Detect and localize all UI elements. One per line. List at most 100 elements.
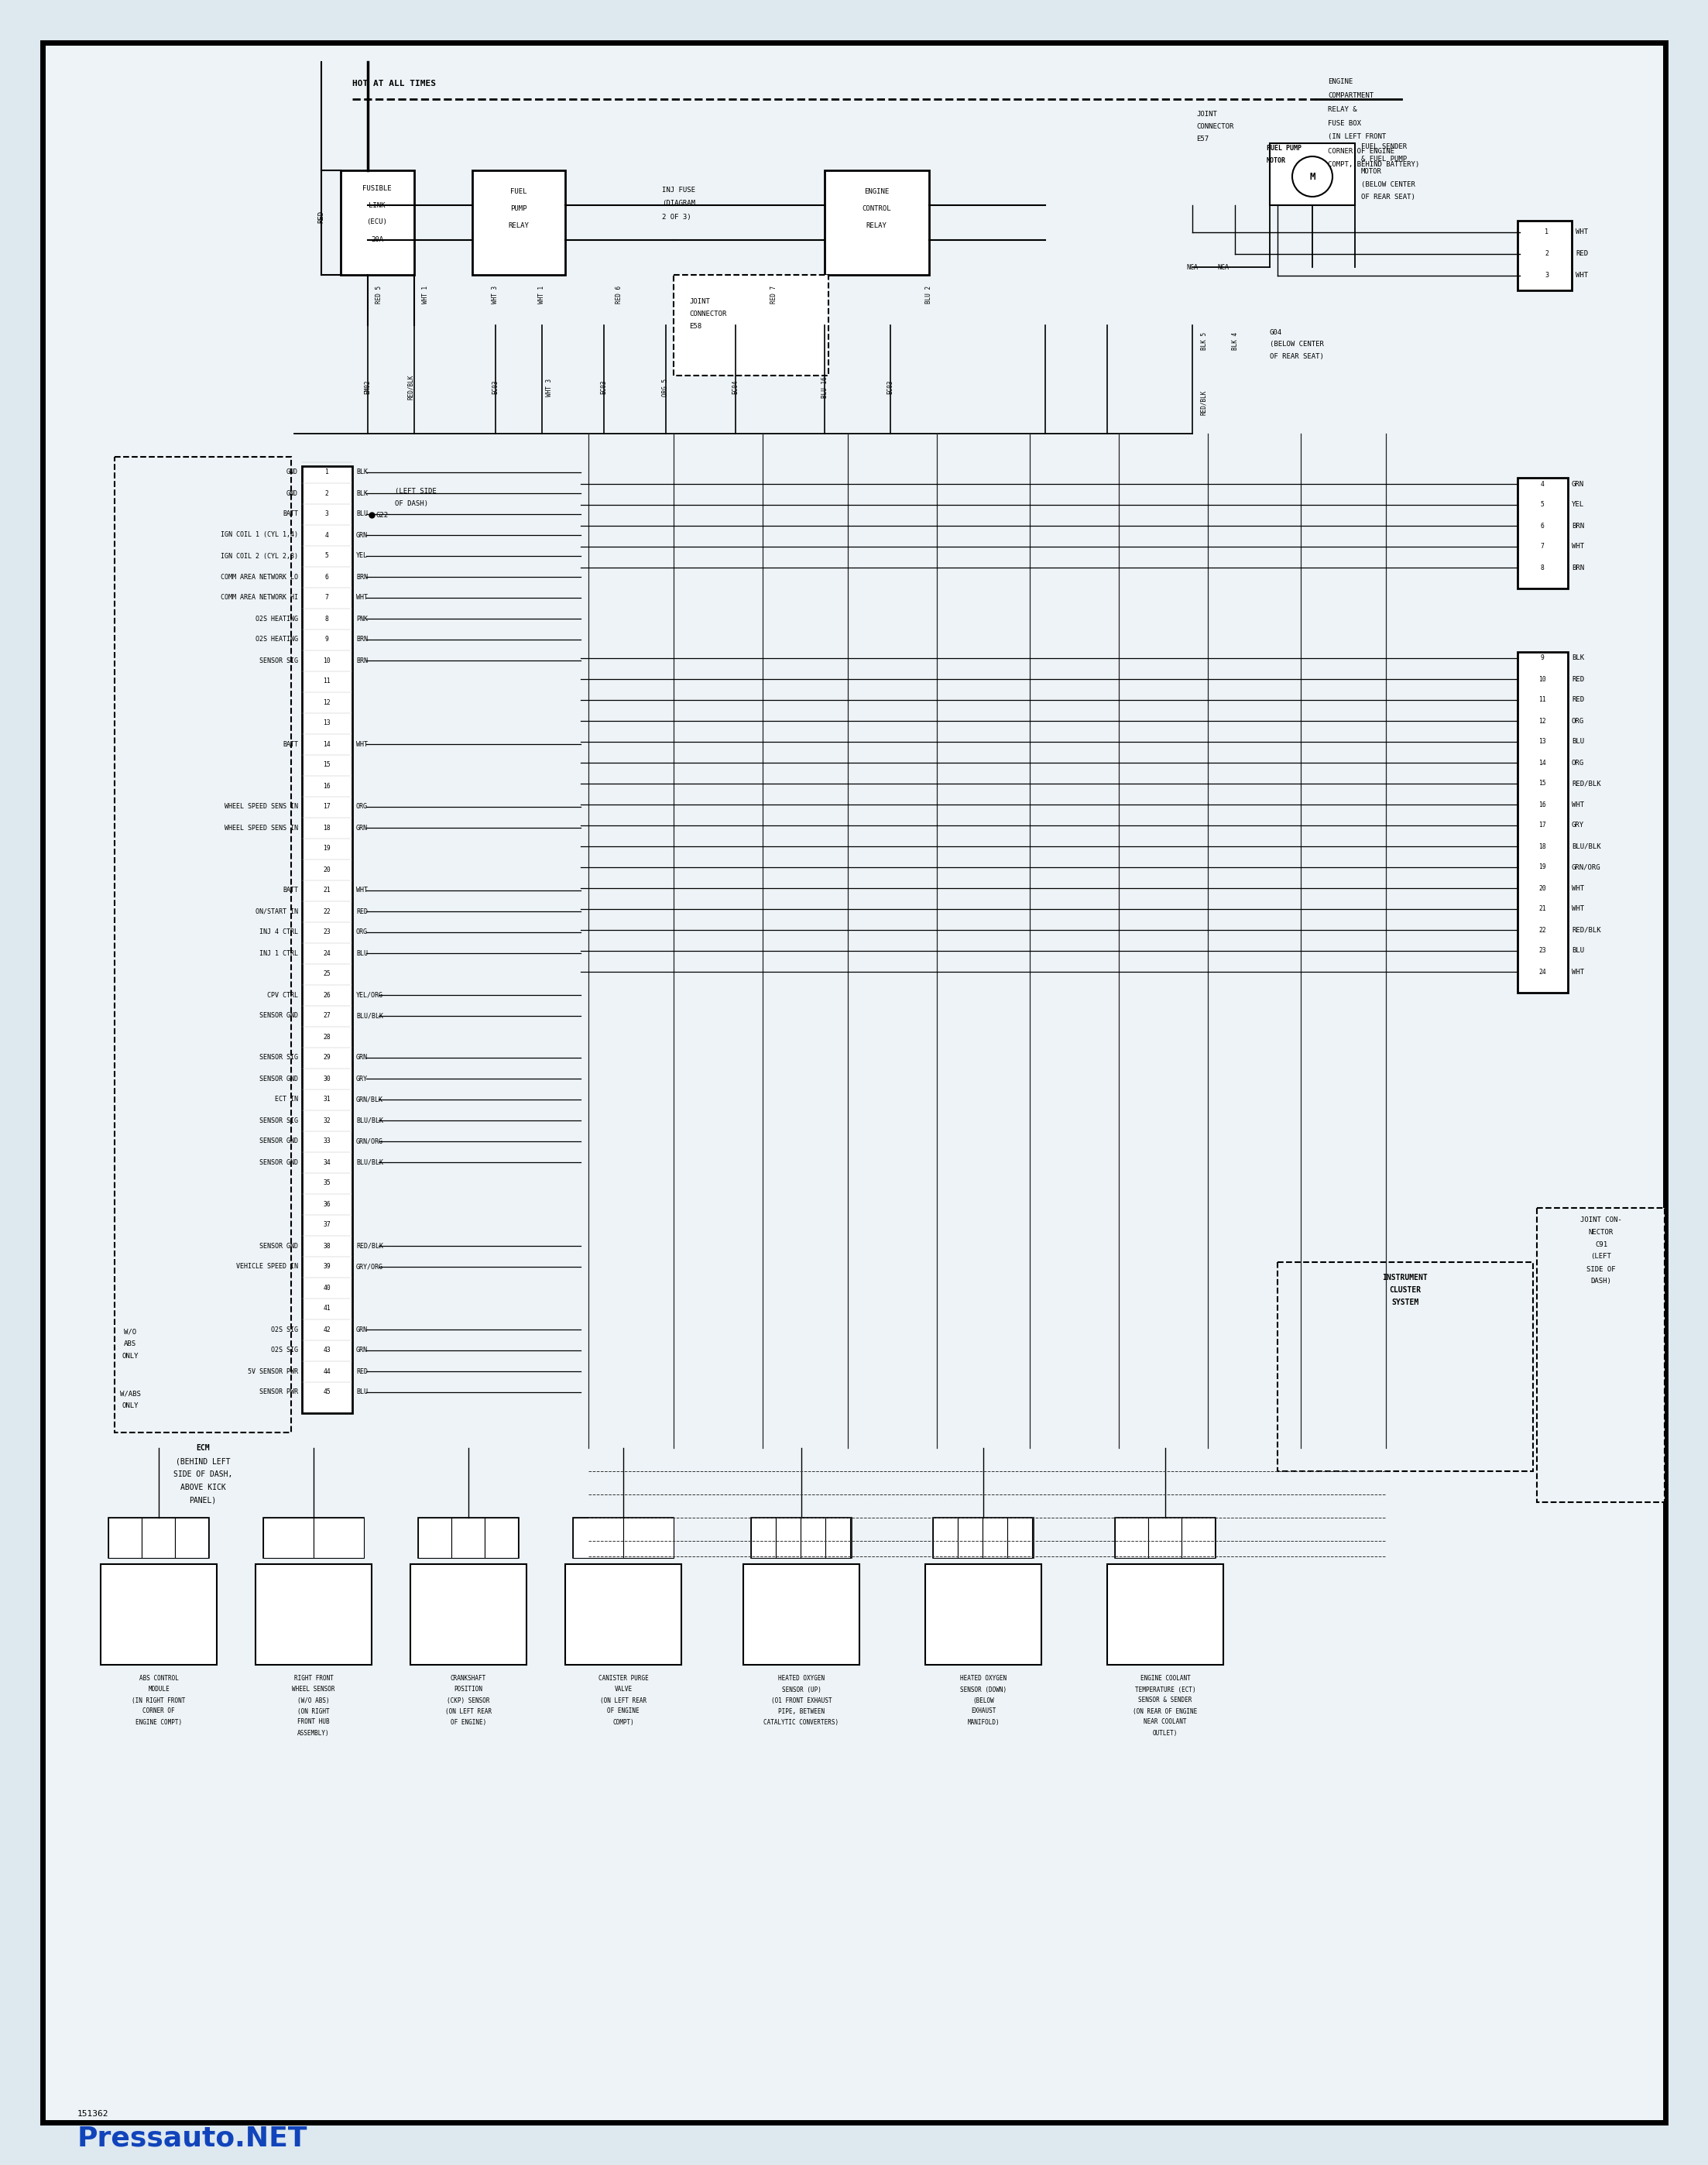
Text: CORNER OF: CORNER OF [142,1708,174,1715]
Text: 20: 20 [1539,885,1546,892]
Text: OF REAR SEAT): OF REAR SEAT) [1269,353,1324,359]
Text: YEL/ORG: YEL/ORG [357,992,383,998]
Text: 14: 14 [1539,760,1546,766]
Text: INJ 1 CTRL: INJ 1 CTRL [260,950,299,957]
Text: NEAR COOLANT: NEAR COOLANT [1144,1719,1187,1726]
Text: RED/BLK: RED/BLK [1201,390,1208,416]
Text: INJ FUSE: INJ FUSE [663,186,695,193]
Text: ORG: ORG [357,929,367,935]
Text: FUEL PUMP: FUEL PUMP [1267,145,1301,152]
Text: CLUSTER: CLUSTER [1389,1286,1421,1295]
Text: 16: 16 [323,782,331,790]
Text: 2: 2 [325,489,328,496]
Text: SIDE OF: SIDE OF [1587,1267,1616,1273]
Bar [1148,1518,1182,1559]
Text: CONTROL: CONTROL [863,206,892,212]
Text: CORNER OF ENGINE: CORNER OF ENGINE [1327,147,1394,154]
Text: 15: 15 [323,762,331,769]
Text: CANISTER PURGE: CANISTER PURGE [598,1676,649,1682]
Text: 21: 21 [323,888,331,894]
Text: 29: 29 [323,1054,331,1061]
Text: Pressauto.NET: Pressauto.NET [77,2126,307,2152]
Text: 38: 38 [323,1243,331,1249]
Text: RELAY: RELAY [509,223,529,229]
Text: BATT: BATT [282,511,299,517]
Text: 151362: 151362 [77,2111,109,2117]
Text: 30: 30 [323,1076,331,1082]
Text: VALVE: VALVE [615,1687,632,1693]
Text: W/O: W/O [125,1329,137,1336]
Text: ASSEMBLY): ASSEMBLY) [297,1730,330,1736]
Text: 39: 39 [323,1264,331,1271]
Text: W/ABS: W/ABS [120,1390,140,1396]
Text: COMPARTMENT: COMPARTMENT [1327,91,1373,100]
Text: RED 7: RED 7 [770,286,777,303]
Text: YEL: YEL [1571,502,1585,509]
Text: NCA: NCA [1218,264,1230,271]
Text: ABS CONTROL: ABS CONTROL [138,1676,178,1682]
Text: 18: 18 [323,825,331,831]
Text: 22: 22 [1539,927,1546,933]
Text: ONLY: ONLY [121,1403,138,1409]
Text: BLU: BLU [357,950,367,957]
Text: COMM AREA NETWORK LO: COMM AREA NETWORK LO [220,574,299,580]
Text: 3: 3 [1546,273,1549,279]
Text: 17: 17 [323,803,331,810]
Text: 10: 10 [1539,675,1546,682]
Text: GRN: GRN [357,825,367,831]
Text: WHEEL SENSOR: WHEEL SENSOR [292,1687,335,1693]
Text: OF ENGINE): OF ENGINE) [451,1719,487,1726]
Bar [451,1518,485,1559]
Bar [1517,221,1571,290]
Text: (BELOW CENTER: (BELOW CENTER [1361,182,1416,188]
Text: RED/BLK: RED/BLK [1571,927,1600,933]
Text: 16: 16 [1539,801,1546,808]
Text: 24: 24 [323,950,331,957]
Text: 3: 3 [325,511,328,517]
Bar [485,1518,518,1559]
Text: ABOVE KICK: ABOVE KICK [179,1483,225,1492]
Bar [101,1563,217,1665]
Text: 11: 11 [1539,697,1546,704]
Bar [263,1518,364,1559]
Text: 10: 10 [323,656,331,665]
Text: 44: 44 [323,1368,331,1375]
Text: RED: RED [357,1368,367,1375]
Text: WHT 3: WHT 3 [492,286,499,303]
Bar [801,1518,825,1559]
Text: RELAY: RELAY [866,223,886,229]
Text: ABS: ABS [125,1340,137,1347]
Text: BLU/BLK: BLU/BLK [357,1013,383,1020]
Bar [572,1518,623,1559]
Text: BLU: BLU [1571,738,1585,745]
Text: RED: RED [1575,251,1588,258]
Bar [958,1518,982,1559]
Bar [473,171,565,275]
Text: 13: 13 [1539,738,1546,745]
Bar [743,1563,859,1665]
Text: EC03: EC03 [601,381,608,394]
Text: RED: RED [1571,675,1585,682]
Text: PUMP: PUMP [511,206,528,212]
Text: WHT: WHT [357,593,367,602]
Text: 26: 26 [323,992,331,998]
Text: G22: G22 [376,511,389,517]
Text: 24: 24 [1539,968,1546,974]
Text: E57: E57 [1196,136,1209,143]
Text: WHT: WHT [357,740,367,747]
Bar [752,1518,775,1559]
Text: GRN: GRN [1571,481,1585,487]
Bar [418,1518,451,1559]
Text: GRN/BLK: GRN/BLK [357,1095,383,1102]
Text: 20: 20 [323,866,331,872]
Text: EM02: EM02 [364,381,371,394]
Text: HEATED OXYGEN: HEATED OXYGEN [779,1676,825,1682]
Text: SENSOR SIG: SENSOR SIG [260,1117,299,1124]
Text: DASH): DASH) [1590,1277,1612,1286]
Text: WHT 1: WHT 1 [422,286,429,303]
Text: 25: 25 [323,970,331,979]
Text: 13: 13 [323,719,331,727]
Text: ONLY: ONLY [121,1353,138,1360]
Text: 9: 9 [1541,654,1544,662]
Text: WHEEL SPEED SENS IN: WHEEL SPEED SENS IN [224,803,299,810]
